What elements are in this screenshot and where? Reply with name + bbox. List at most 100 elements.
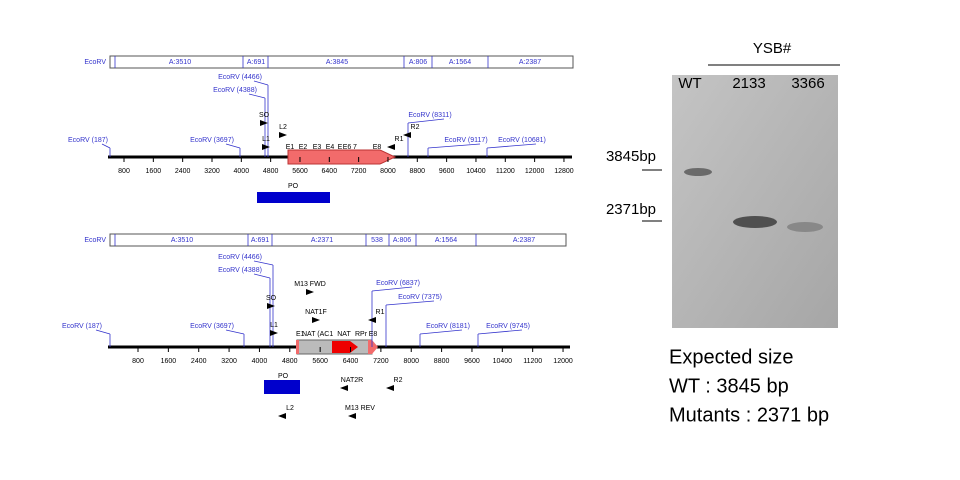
primer xyxy=(270,330,278,336)
exon-label: E xyxy=(338,144,343,151)
tick-label: 12800 xyxy=(554,168,574,175)
tick-label: 10400 xyxy=(493,358,513,365)
lane-label: 3366 xyxy=(791,75,824,92)
band xyxy=(733,216,777,228)
tick-label: 4000 xyxy=(234,168,250,175)
site-label: EcoRV (8311) xyxy=(408,112,451,119)
site-label: EcoRV (4388) xyxy=(218,267,262,274)
tick-label: 8000 xyxy=(380,168,396,175)
tick-label: 12000 xyxy=(525,168,545,175)
leader xyxy=(253,80,269,86)
caption-line: Mutants : 2371 bp xyxy=(669,404,829,426)
exon-label: 7 xyxy=(353,144,357,151)
tick-label: 1600 xyxy=(161,358,177,365)
tick-label: 9600 xyxy=(439,168,455,175)
site-label: EcoRV (3697) xyxy=(190,323,234,330)
tick-label: 12000 xyxy=(553,358,573,365)
primer-label: M13 FWD xyxy=(294,281,326,288)
cassette-label: NAT (AC1 xyxy=(302,331,333,338)
cassette-label: NAT xyxy=(337,331,351,338)
leader xyxy=(95,329,111,335)
exon-label: E4 xyxy=(326,144,335,151)
segment-label: A:806 xyxy=(409,59,427,66)
primer xyxy=(262,144,270,150)
segment-label: A:2387 xyxy=(513,237,535,244)
tick-label: 7200 xyxy=(351,168,367,175)
exon-label: E1 xyxy=(286,144,295,151)
leader xyxy=(477,329,523,335)
probe xyxy=(264,380,300,394)
cassette-label: E8 xyxy=(369,331,378,338)
site-label: EcoRV (3697) xyxy=(190,137,234,144)
lane-label: WT xyxy=(678,75,701,92)
group-label: YSB# xyxy=(753,40,792,57)
primer xyxy=(267,303,275,309)
site-label: EcoRV (4466) xyxy=(218,254,262,261)
nat-gene xyxy=(332,341,358,353)
tick-label: 5600 xyxy=(292,168,308,175)
tick-label: 1600 xyxy=(146,168,162,175)
segment-label: A:806 xyxy=(393,237,411,244)
tick-label: 5600 xyxy=(312,358,328,365)
primer-label: SO xyxy=(266,295,277,302)
primer-label: R1 xyxy=(395,136,404,143)
leader xyxy=(486,143,537,149)
primer xyxy=(403,132,411,138)
segment-box xyxy=(109,55,574,69)
site-label: EcoRV (10681) xyxy=(498,137,546,144)
tick-label: 11200 xyxy=(496,168,515,175)
tick-label: 4800 xyxy=(282,358,298,365)
segment-label: A:1564 xyxy=(449,59,471,66)
caption-line: Expected size xyxy=(669,346,794,368)
primer xyxy=(260,120,268,126)
primer-label: R1 xyxy=(376,309,385,316)
primer xyxy=(340,385,348,391)
tick-label: 10400 xyxy=(466,168,486,175)
exon-label: E6 xyxy=(343,144,352,151)
band xyxy=(787,222,823,232)
tick-label: 6400 xyxy=(322,168,338,175)
segment-label: A:3510 xyxy=(171,237,193,244)
segment-label: A:3510 xyxy=(169,59,191,66)
tick-label: 800 xyxy=(118,168,130,175)
primer-label: L1 xyxy=(262,136,270,143)
cassette-label: E1 xyxy=(296,331,305,338)
leader xyxy=(225,329,245,335)
tick-label: 11200 xyxy=(523,358,542,365)
primer-label: NAT2R xyxy=(341,377,363,384)
leader xyxy=(419,329,463,335)
primer-label: NAT1F xyxy=(305,309,327,316)
tick-label: 800 xyxy=(132,358,144,365)
primer xyxy=(348,413,356,419)
leader xyxy=(253,260,274,266)
leader xyxy=(385,300,435,306)
segment-box xyxy=(109,233,567,247)
segment-label: A:2371 xyxy=(311,237,333,244)
primer-label: M13 REV xyxy=(345,405,375,412)
site-label: EcoRV (4388) xyxy=(213,87,257,94)
primer xyxy=(306,289,314,295)
site-label: EcoRV (8181) xyxy=(426,323,470,330)
caption-line: WT : 3845 bp xyxy=(669,375,789,397)
primer-label: R2 xyxy=(394,377,403,384)
marker-label: 2371bp xyxy=(606,201,656,218)
primer-label: SO xyxy=(259,112,270,119)
primer xyxy=(312,317,320,323)
tick-label: 7200 xyxy=(373,358,389,365)
tick-label: 3200 xyxy=(204,168,220,175)
leader xyxy=(427,143,481,149)
leader xyxy=(225,143,241,149)
segment-label: A:691 xyxy=(247,59,265,66)
tick-label: 8800 xyxy=(410,168,426,175)
primer-label: L2 xyxy=(286,405,294,412)
tick-label: 3200 xyxy=(221,358,237,365)
tick-label: 8800 xyxy=(434,358,450,365)
row-label: EcoRV xyxy=(84,237,106,244)
probe-label: PO xyxy=(278,373,289,380)
tick-label: 4000 xyxy=(252,358,268,365)
exon-label: E8 xyxy=(373,144,382,151)
leader xyxy=(371,286,413,292)
leader xyxy=(407,118,445,124)
cassette-label: RPr xyxy=(355,331,368,338)
tick-label: 2400 xyxy=(175,168,191,175)
